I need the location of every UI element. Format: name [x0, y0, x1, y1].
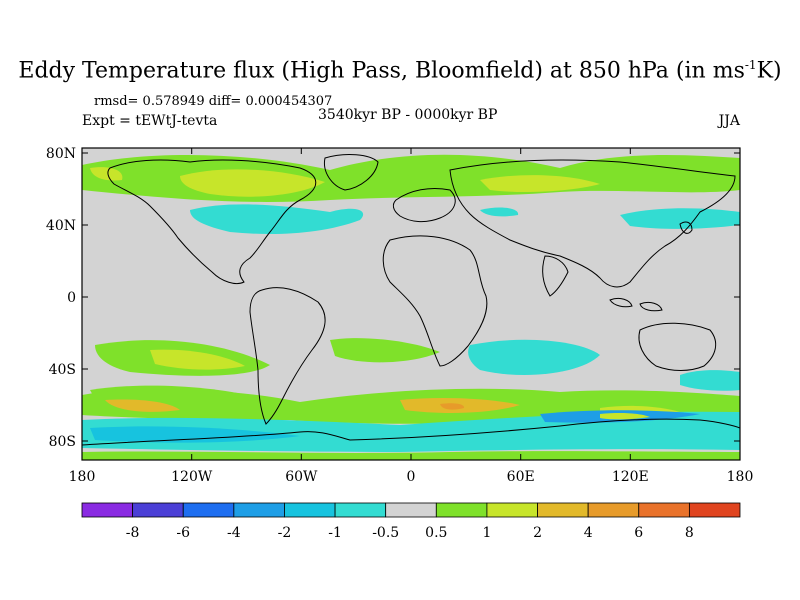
- atlantic-negative-band: [190, 204, 364, 235]
- japan-islands: [679, 221, 693, 234]
- north-america-coast: [107, 159, 317, 285]
- south-atlantic-positive: [330, 338, 440, 363]
- antarctic-positive-spot: [600, 413, 650, 420]
- pacific-negative-band: [620, 208, 740, 229]
- south-indian-negative: [468, 339, 600, 375]
- coastlines: [82, 154, 740, 446]
- colorbar-box: [486, 502, 538, 518]
- alaska-positive-core: [90, 167, 123, 181]
- colorbar-box: [284, 502, 336, 518]
- africa-coast: [382, 235, 488, 367]
- antarctica-coast: [82, 418, 740, 446]
- stats-label: rmsd= 0.578949 diff= 0.000454307: [94, 94, 333, 109]
- lat-tick-label: 40S: [49, 362, 76, 378]
- colorbar-label: 2: [533, 525, 542, 541]
- colorbar-box: [182, 502, 235, 518]
- lon-tick-label: 60E: [507, 469, 535, 485]
- colorbar-box: [638, 502, 690, 518]
- experiment-label: Expt = tEWtJ-tevta: [82, 113, 218, 129]
- colorbar-labels: -8 -6 -4 -2 -1 -0.5 0.5 1 2 4 6 8: [126, 525, 694, 541]
- australia-south-negative: [680, 370, 740, 391]
- colorbar-box: [233, 502, 285, 518]
- colorbar-label: -4: [227, 525, 241, 541]
- lon-tick-label: 120E: [612, 469, 649, 485]
- colorbar-label: 4: [584, 525, 593, 541]
- siberia-positive-core: [480, 175, 600, 192]
- asia-coast: [449, 159, 736, 288]
- lat-tick-label: 40N: [46, 218, 76, 234]
- lon-tick-label: 180: [69, 469, 96, 485]
- colorbar-box: [81, 502, 134, 518]
- lon-tick-label: 0: [407, 469, 416, 485]
- australia-coast: [638, 322, 717, 371]
- lon-tick-labels: 180 120W 60W 0 60E 120E 180: [69, 469, 754, 485]
- south-america-coast: [249, 287, 326, 425]
- colorbar-box: [132, 502, 184, 518]
- colorbar-box: [435, 502, 488, 518]
- colorbar-label: -0.5: [372, 525, 399, 541]
- asia-negative-patch: [480, 207, 519, 217]
- lat-tick-label: 80S: [49, 434, 76, 450]
- lat-tick-label: 80N: [46, 146, 76, 162]
- antarctic-negative-core: [90, 426, 300, 443]
- period-label: 3540kyr BP - 0000kyr BP: [318, 107, 498, 123]
- colorbar-box: [587, 502, 640, 518]
- lon-tick-label: 60W: [285, 469, 318, 485]
- indonesia-islands: [609, 297, 663, 312]
- colorbar-label: 1: [482, 525, 491, 541]
- south-pacific-core: [150, 349, 245, 370]
- lat-ticks: [82, 152, 740, 442]
- europe-coast: [392, 187, 456, 223]
- chart-title: Eddy Temperature flux (High Pass, Bloomf…: [18, 58, 782, 84]
- colorbar-label: -8: [126, 525, 140, 541]
- colorbar-label: 0.5: [425, 525, 447, 541]
- season-label: JJA: [718, 113, 740, 129]
- colorbar: [81, 502, 741, 518]
- lat-tick-labels: 80N 40N 0 40S 80S: [46, 146, 76, 450]
- colorbar-box: [688, 502, 741, 518]
- southern-ocean-core-west: [105, 399, 180, 412]
- flux-field: [82, 154, 740, 460]
- colorbar-box: [537, 502, 589, 518]
- southern-ocean-max: [440, 403, 465, 410]
- canada-positive-core: [180, 169, 325, 197]
- colorbar-label: -6: [176, 525, 190, 541]
- colorbar-box: [334, 502, 387, 518]
- colorbar-box: [385, 502, 437, 518]
- lon-tick-label: 120W: [171, 469, 213, 485]
- colorbar-label: -2: [278, 525, 292, 541]
- lon-tick-label: 180: [727, 469, 754, 485]
- lat-tick-label: 0: [67, 290, 76, 306]
- greenland-coast: [323, 154, 379, 191]
- colorbar-label: 6: [634, 525, 643, 541]
- colorbar-label: -1: [328, 525, 342, 541]
- india-coast: [542, 255, 569, 297]
- colorbar-label: 8: [685, 525, 694, 541]
